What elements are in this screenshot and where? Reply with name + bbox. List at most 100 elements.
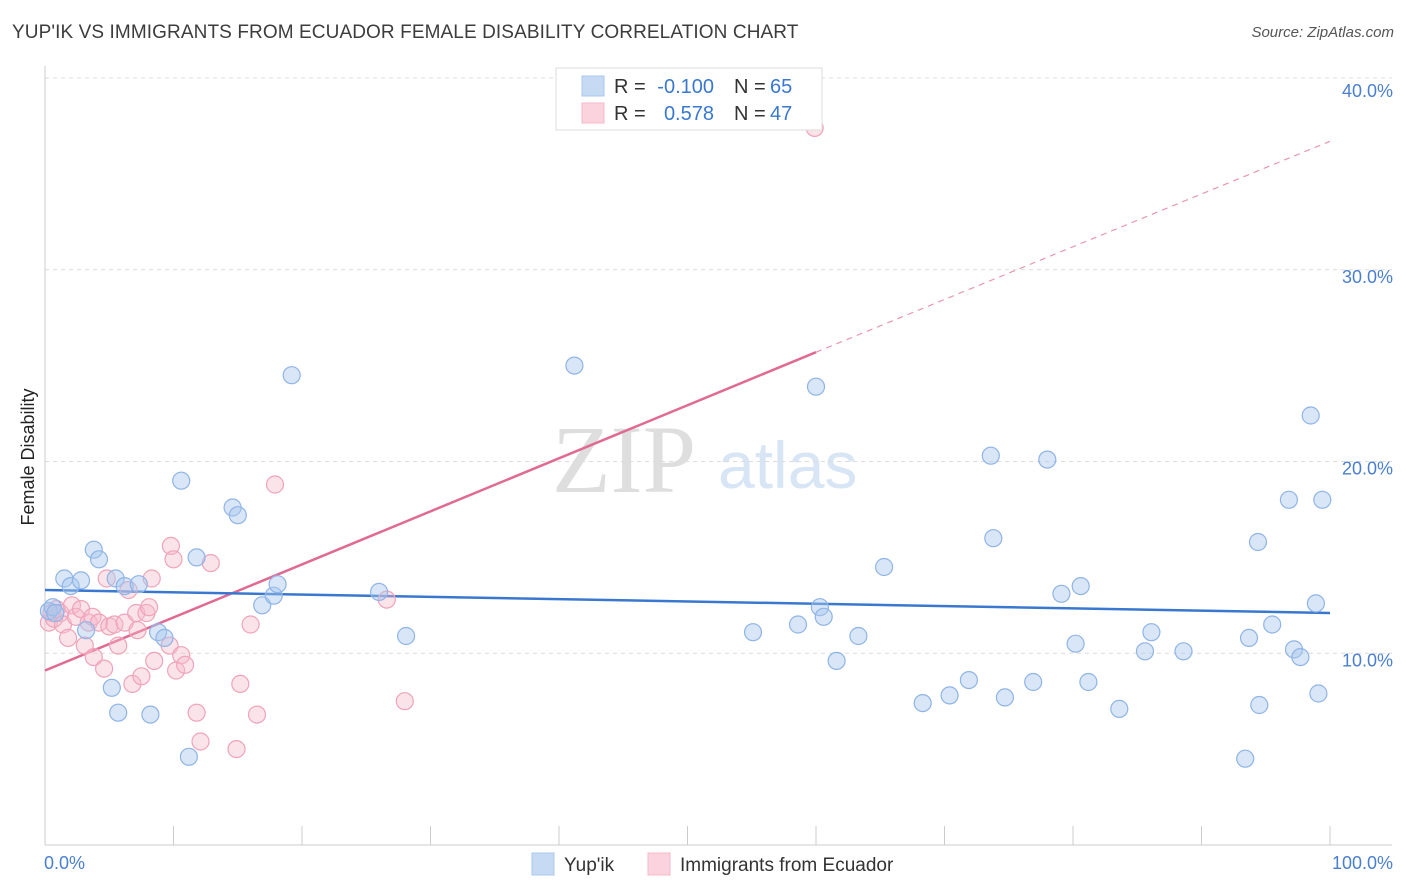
bottom-legend-swatch-yupik [531,852,555,876]
legend-r-label-2: R = [614,103,646,125]
watermark-zip: ZIP [552,406,696,513]
ecuador-point [140,598,159,617]
yupik-point [1263,615,1282,634]
yupik-point [282,366,301,385]
bottom-legend-swatch-ecuador [647,852,671,876]
legend-n-label-1: N = [734,76,766,98]
yupik-point [1079,672,1098,692]
yupik-point [268,575,287,594]
trend-lines [44,140,1331,672]
ecuador-point [132,667,151,686]
yupik-point [1066,634,1085,653]
yupik-point [115,576,134,596]
y-tick-label: 20.0% [1342,459,1393,479]
correlation-legend: R = -0.100 N = 65 R = 0.578 N = 47 [555,67,823,131]
yupik-point [1135,642,1155,661]
ecuador-point [62,596,82,615]
yupik-point [743,623,763,642]
ecuador-point [94,659,114,678]
axes [44,66,1392,846]
ecuador-point [58,628,78,648]
chart-title: YUP'IK VS IMMIGRANTS FROM ECUADOR FEMALE… [12,22,799,43]
yupik-point [1024,672,1043,692]
yupik-point [1071,576,1090,596]
yupik-point [849,626,868,646]
yupik-point [1174,642,1193,661]
yupik-point [141,705,160,724]
yupik-point [109,703,128,722]
yupik-point [940,686,959,705]
yupik-point [46,603,65,623]
yupik-point [1142,623,1161,642]
yupik-point [228,506,247,525]
ecuador-point [265,475,285,494]
legend-r-value-1: -0.100 [657,76,714,98]
ecuador-point [176,655,195,674]
ecuador-point [247,705,267,724]
yupik-point [1110,699,1129,719]
yupik-point [61,576,80,596]
legend-n-value-2: 47 [770,103,792,125]
yupik-point [959,670,979,690]
ecuador-point [164,550,183,569]
bottom-legend-label-yupik: Yup'ik [564,855,615,876]
yupik-point [1052,584,1071,603]
y-tick-label: 40.0% [1342,81,1393,101]
ecuador-point [227,739,246,759]
bottom-legend-label-ecuador: Immigrants from Ecuador [680,855,894,876]
legend-swatch-ecuador [581,102,605,124]
yupik-point [172,471,191,490]
yupik-point [810,598,830,617]
ecuador-point [191,732,210,751]
gridlines [45,77,1392,654]
yupik-point [179,747,198,766]
yupik-point [995,688,1015,707]
ecuador-point [172,646,191,665]
yupik-point [1038,450,1057,469]
yupik-point [1248,532,1268,552]
ecuador-point [377,590,396,609]
x-tick-label: 0.0% [44,853,85,873]
ecuador-point [128,621,147,640]
yupik-point [1239,628,1259,648]
yupik-point [155,628,174,648]
y-tick-label: 10.0% [1342,650,1393,670]
yupik-point [1313,490,1332,509]
ecuador-trend-line [44,351,817,672]
yupik-point [397,626,416,646]
yupik-point [1306,594,1326,613]
yupik-point [565,356,584,375]
yupik-point [102,678,121,697]
yupik-point [814,607,833,626]
yupik-point [264,586,283,605]
ecuador-point [395,692,414,711]
x-tick-label: 100.0% [1332,853,1393,873]
data-points [39,118,1332,768]
ecuador-point [231,674,250,694]
yupik-point [71,571,91,590]
ecuador-point [145,651,164,671]
ecuador-point [109,636,128,655]
y-tick-label: 30.0% [1342,267,1393,287]
yupik-point [1309,684,1328,703]
yupik-point [187,548,206,567]
yupik-point [76,621,96,640]
tick-labels: 10.0% 20.0% 30.0% 40.0% 0.0% 100.0% [44,81,1393,873]
legend-n-value-1: 65 [770,76,792,98]
yupik-point [1236,749,1255,768]
yupik-point [1279,490,1299,509]
source-label: Source: ZipAtlas.com [1251,24,1394,41]
yupik-point [981,446,1000,465]
yupik-point [84,540,103,559]
ecuador-trend-extension [815,140,1331,353]
legend-r-value-2: 0.578 [664,103,714,125]
yupik-point [1250,695,1269,715]
yupik-point [827,651,846,671]
yupik-point [89,550,109,569]
yupik-point [788,615,808,634]
ecuador-point [241,615,260,634]
yupik-point [913,693,932,713]
ecuador-point [84,647,103,667]
yupik-point [874,557,894,577]
